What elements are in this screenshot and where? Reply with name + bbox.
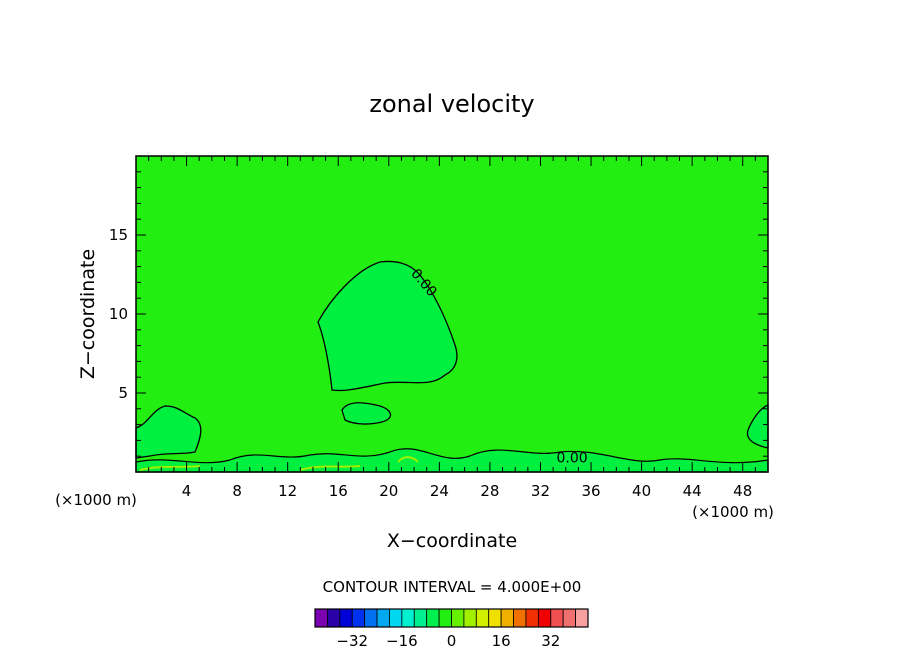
x-tick-label: 20 <box>379 482 398 500</box>
colorbar-swatch <box>525 608 539 628</box>
plot-background <box>136 156 768 472</box>
contour-interval-text: CONTOUR INTERVAL = 4.000E+00 <box>323 578 582 596</box>
contour-zero-bottom <box>135 448 769 473</box>
x-tick-label: 40 <box>632 482 651 500</box>
colorbar-swatch <box>451 608 465 628</box>
x-tick-label: 24 <box>430 482 449 500</box>
colorbar-swatch <box>537 608 552 628</box>
x-tick-label: 4 <box>182 482 192 500</box>
x-tick-label: 32 <box>531 482 550 500</box>
colorbar-swatch <box>562 608 576 628</box>
colorbar-swatch <box>376 608 390 628</box>
colorbar-swatch <box>426 608 440 628</box>
colorbar-tick-label: −32 <box>336 632 368 650</box>
y-tick-label: 5 <box>118 384 128 402</box>
contour-zero-right <box>746 404 769 449</box>
colorbar-swatch <box>475 608 490 628</box>
contour-positive <box>139 456 419 471</box>
colorbar-swatch <box>513 608 527 628</box>
colorbar-swatch <box>364 608 378 628</box>
contour-zero-small <box>341 402 392 425</box>
colorbar-frame <box>314 608 589 628</box>
chart-title: zonal velocity <box>369 90 534 118</box>
colorbar-swatch <box>401 608 415 628</box>
x-axis-label: X−coordinate <box>387 530 517 552</box>
y-tick-label: 10 <box>109 305 128 323</box>
y-tick-label: 15 <box>109 226 128 244</box>
contour-zero-left <box>135 405 202 459</box>
colorbar-tick-label: 16 <box>492 632 511 650</box>
colorbar-swatch <box>438 608 452 628</box>
colorbar-swatch <box>413 608 428 628</box>
colorbar-swatch <box>575 608 589 628</box>
x-tick-label: 44 <box>683 482 702 500</box>
y-axis-label: Z−coordinate <box>77 249 99 379</box>
x-tick-label: 36 <box>581 482 600 500</box>
x-tick-label: 28 <box>480 482 499 500</box>
x-unit-right: (×1000 m) <box>692 503 774 521</box>
contour-zero-upper <box>317 260 458 392</box>
x-tick-label: 48 <box>733 482 752 500</box>
colorbar-swatch <box>488 608 502 628</box>
colorbar-swatch <box>550 608 564 628</box>
colorbar-swatch <box>327 608 341 628</box>
colorbar-tick-label: −16 <box>386 632 418 650</box>
colorbar-swatch <box>351 608 366 628</box>
colorbar: −32 −16 0 16 32 <box>314 608 589 650</box>
colorbar-swatch <box>463 608 477 628</box>
x-tick-label: 16 <box>329 482 348 500</box>
x-tick-label: 12 <box>278 482 297 500</box>
colorbar-tick-label: 32 <box>541 632 560 650</box>
colorbar-swatch <box>389 608 403 628</box>
colorbar-tick-label: 0 <box>447 632 457 650</box>
contour-label-1: 0.00 <box>556 451 587 467</box>
colorbar-swatch <box>500 608 514 628</box>
colorbar-swatch <box>314 608 328 628</box>
x-tick-label: 8 <box>232 482 242 500</box>
colorbar-swatch <box>339 608 353 628</box>
x-unit-left: (×1000 m) <box>55 491 137 509</box>
